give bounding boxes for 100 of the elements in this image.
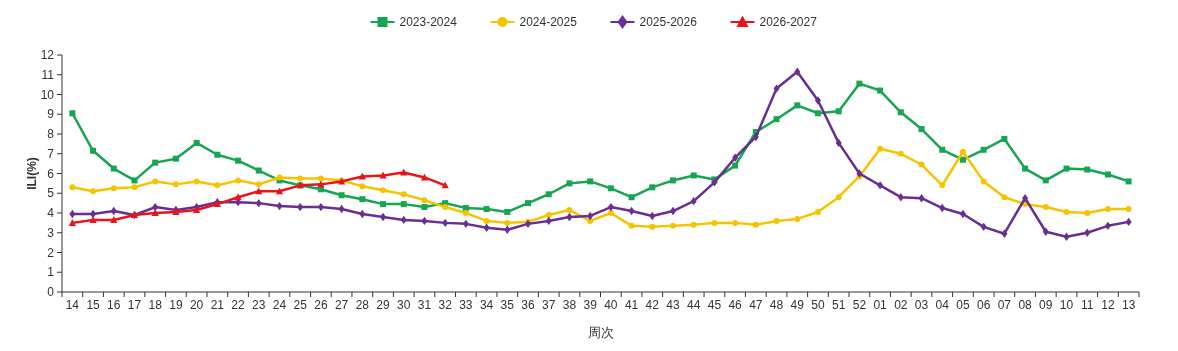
point <box>317 202 324 212</box>
point <box>669 206 676 216</box>
point <box>89 216 97 223</box>
point <box>359 183 366 190</box>
point <box>400 201 407 208</box>
x-tick-label: 27 <box>334 298 349 312</box>
x-tick-label: 20 <box>189 298 204 312</box>
point <box>110 216 118 223</box>
x-tick-label: 07 <box>997 298 1012 312</box>
point <box>690 196 697 206</box>
point <box>69 184 76 191</box>
x-tick-label: 05 <box>956 298 970 312</box>
point <box>587 211 594 221</box>
y-tick-label: 5 <box>47 186 55 201</box>
point <box>918 161 925 168</box>
point <box>1042 204 1049 211</box>
x-tick-label: 15 <box>86 298 101 312</box>
x-tick-label: 02 <box>894 298 908 312</box>
y-tick-label: 7 <box>47 146 55 161</box>
point <box>545 191 552 198</box>
point <box>151 209 159 216</box>
point <box>297 202 304 212</box>
point <box>711 178 718 187</box>
legend-label: 2026-2027 <box>759 15 818 29</box>
point <box>1084 210 1091 216</box>
point <box>628 206 635 216</box>
point <box>732 153 739 162</box>
point <box>1001 194 1008 201</box>
legend-label: 2023-2024 <box>399 15 458 29</box>
point <box>462 210 469 216</box>
x-tick-label: 49 <box>790 298 805 312</box>
point <box>566 212 573 222</box>
point <box>193 206 201 214</box>
point <box>877 87 884 94</box>
point <box>442 218 449 228</box>
point <box>504 209 511 216</box>
x-tick-label: 13 <box>1121 298 1136 312</box>
point <box>1125 178 1132 185</box>
point <box>877 145 884 152</box>
point <box>773 217 780 224</box>
point <box>421 204 428 211</box>
point <box>856 169 863 178</box>
y-tick-label: 3 <box>47 225 55 240</box>
point <box>545 216 552 226</box>
point <box>959 156 966 163</box>
x-tick-label: 37 <box>542 298 556 312</box>
x-tick-label: 26 <box>314 298 328 312</box>
point <box>897 193 904 202</box>
point <box>152 178 159 185</box>
point <box>1001 135 1008 142</box>
point <box>338 192 345 199</box>
point <box>897 109 904 116</box>
y-tick-label: 8 <box>47 127 55 141</box>
point <box>690 172 697 179</box>
y-tick-label: 11 <box>41 67 55 82</box>
point <box>1063 232 1070 241</box>
point <box>814 96 821 105</box>
point <box>814 209 821 216</box>
point <box>152 202 159 212</box>
x-tick-label: 46 <box>728 298 743 312</box>
point <box>69 209 76 219</box>
legend-label: 2025-2026 <box>639 15 698 29</box>
x-tick-label: 52 <box>852 298 867 312</box>
y-tick-label: 0 <box>47 285 55 299</box>
point <box>773 116 780 123</box>
point <box>1063 209 1070 216</box>
x-tick-label: 08 <box>1018 298 1033 312</box>
legend-label: 2024-2025 <box>519 15 578 29</box>
point <box>131 177 138 184</box>
point <box>483 217 490 224</box>
point <box>214 151 221 158</box>
point <box>607 185 614 192</box>
point <box>110 165 117 172</box>
x-tick-label: 28 <box>355 298 370 312</box>
point <box>1125 206 1132 213</box>
point <box>545 211 552 218</box>
point <box>235 157 242 164</box>
x-tick-label: 01 <box>873 298 888 312</box>
point <box>752 132 759 142</box>
point <box>214 182 221 189</box>
x-tick-label: 50 <box>811 298 825 312</box>
y-tick-label: 9 <box>47 107 55 122</box>
x-tick-label: 06 <box>976 298 991 312</box>
point <box>380 187 387 194</box>
point <box>276 201 283 211</box>
point <box>897 150 904 157</box>
y-axis-title: ILI(%) <box>25 157 39 190</box>
point <box>566 180 573 187</box>
y-tick-label: 10 <box>40 87 55 102</box>
point <box>1022 165 1029 172</box>
x-tick-label: 17 <box>127 298 142 312</box>
point <box>1042 177 1049 184</box>
point <box>504 225 511 234</box>
x-tick-label: 35 <box>500 298 515 312</box>
x-tick-label: 42 <box>645 298 660 312</box>
y-tick-label: 1 <box>47 265 55 280</box>
x-tick-label: 40 <box>604 298 618 312</box>
x-tick-label: 09 <box>1039 298 1053 312</box>
x-tick-label: 29 <box>376 298 391 312</box>
point <box>607 210 614 216</box>
